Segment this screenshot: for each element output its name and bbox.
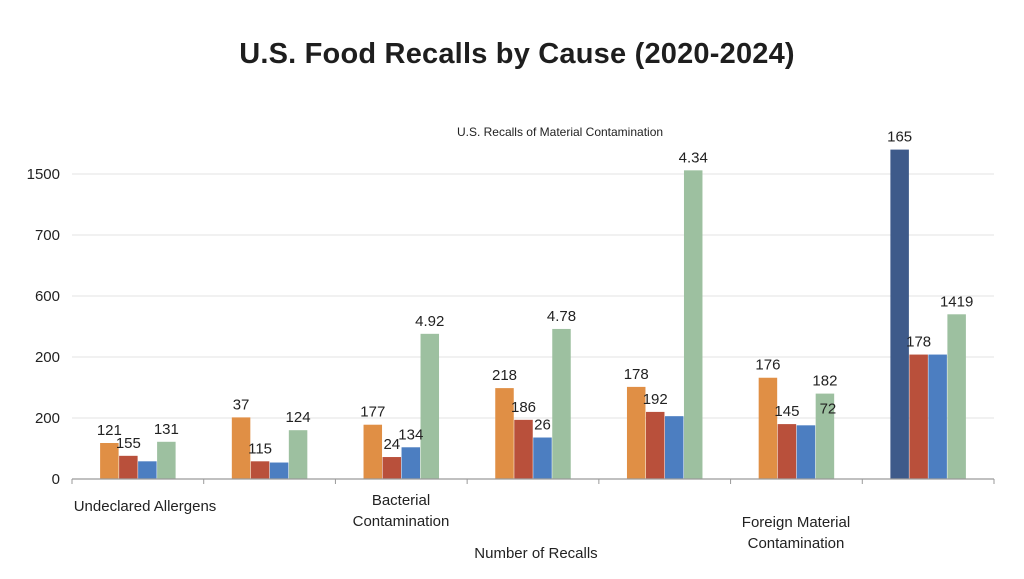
data-label: 26: [534, 417, 551, 434]
bar-3-3: [552, 328, 571, 479]
y-tick-label: 200: [35, 349, 60, 366]
data-label: 131: [154, 421, 179, 438]
y-tick-label: 600: [35, 288, 60, 305]
data-label: 134: [398, 426, 423, 443]
data-label: 178: [906, 334, 931, 351]
data-label: 4.78: [547, 308, 576, 325]
data-label: 178: [624, 366, 649, 383]
data-label: 176: [755, 357, 780, 374]
x-axis-title: Number of Recalls: [474, 545, 597, 562]
data-label: 37: [233, 396, 250, 413]
data-label: 121: [97, 422, 122, 439]
y-tick-label: 200: [35, 410, 60, 427]
gridlines: [72, 173, 994, 419]
bar-5-0: [758, 377, 778, 479]
data-label: 4.92: [415, 313, 444, 330]
data-label: 4.34: [679, 149, 708, 166]
data-label: 177: [360, 404, 385, 421]
bar-2-3: [420, 333, 440, 479]
chart-title: U.S. Food Recalls by Cause (2020-2024): [239, 38, 795, 70]
bar-3-2: [533, 437, 552, 479]
bar-6-0: [890, 149, 909, 479]
bar-2-0: [363, 424, 383, 479]
bar-0-1: [119, 455, 138, 479]
data-label: 165: [887, 129, 912, 146]
bar-1-2: [269, 462, 289, 479]
bar-1-0: [231, 417, 251, 479]
data-label: 182: [812, 373, 837, 390]
bar-0-3: [157, 441, 176, 479]
data-label: 192: [643, 391, 668, 408]
chart-annotation: U.S. Recalls of Material Contamination: [457, 125, 663, 139]
bar-6-2: [928, 354, 947, 479]
data-label: 72: [820, 401, 837, 418]
data-label: 1419: [940, 293, 973, 310]
y-tick-label: 0: [52, 471, 60, 488]
bar-1-3: [288, 430, 308, 479]
y-tick-label: 1500: [27, 166, 60, 183]
bars: [100, 149, 966, 479]
bar-5-1: [777, 424, 797, 479]
data-label: 155: [116, 435, 141, 452]
data-label: 145: [774, 403, 799, 420]
category-label: Contamination: [748, 535, 845, 552]
bar-4-2: [664, 416, 684, 479]
x-axis: Undeclared Allergens Bacterial Contaminati…: [71, 478, 995, 552]
category-label: Undeclared Allergens: [74, 498, 217, 515]
bar-3-1: [514, 419, 533, 479]
category-label: Bacterial: [372, 492, 430, 509]
data-label: 24: [383, 436, 400, 453]
bar-1-1: [250, 461, 270, 479]
bar-5-2: [796, 425, 816, 479]
bar-2-2: [401, 447, 421, 479]
bar-0-0: [100, 443, 119, 479]
bar-6-1: [909, 354, 928, 479]
bar-4-0: [626, 386, 646, 479]
y-axis-ticks: 0 200 200 600 700 1500: [27, 166, 60, 488]
bar-3-0: [495, 388, 514, 479]
data-label: 124: [286, 409, 311, 426]
bar-4-3: [683, 170, 703, 479]
data-label: 115: [248, 440, 272, 457]
category-label: Foreign Material: [742, 514, 850, 531]
bar-4-1: [645, 411, 665, 479]
data-label: 186: [511, 399, 536, 416]
data-label: 218: [492, 367, 517, 384]
bar-2-1: [382, 457, 402, 479]
bar-6-3: [947, 314, 966, 479]
category-label: Contamination: [353, 513, 450, 530]
bar-5-3: [815, 393, 835, 479]
y-tick-label: 700: [35, 227, 60, 244]
bar-0-2: [138, 461, 157, 479]
